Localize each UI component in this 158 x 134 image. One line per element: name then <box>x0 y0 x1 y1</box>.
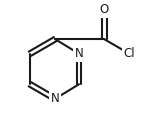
Text: N: N <box>75 47 83 60</box>
Text: N: N <box>51 92 60 105</box>
Text: Cl: Cl <box>124 47 135 60</box>
Text: O: O <box>100 3 109 16</box>
